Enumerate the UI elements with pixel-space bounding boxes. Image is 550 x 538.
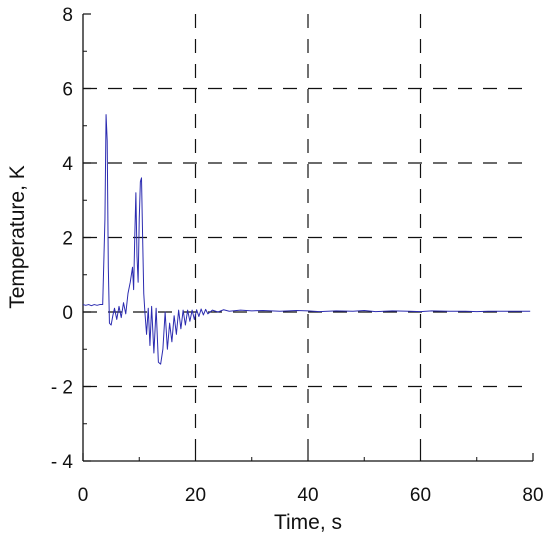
x-tick-label: 20 bbox=[185, 485, 206, 506]
y-tick-label: 6 bbox=[62, 80, 73, 101]
y-tick-label: 4 bbox=[62, 154, 73, 175]
x-tick-label: 0 bbox=[78, 485, 89, 506]
y-axis-title: Temperature, K bbox=[6, 165, 29, 309]
x-tick-label: 60 bbox=[410, 485, 431, 506]
series-line-1 bbox=[82, 114, 531, 365]
x-tick-label: 40 bbox=[297, 485, 318, 506]
x-axis-title: Time, s bbox=[274, 511, 342, 534]
y-tick-label: 2 bbox=[62, 229, 73, 250]
grid bbox=[83, 14, 533, 461]
x-tick-label: 80 bbox=[522, 485, 543, 506]
series-layer bbox=[82, 114, 531, 365]
y-tick-label: 8 bbox=[62, 5, 73, 26]
y-tick-label: - 4 bbox=[51, 452, 74, 473]
ticks bbox=[82, 13, 534, 462]
y-tick-label: - 2 bbox=[51, 378, 73, 399]
y-tick-label: 0 bbox=[62, 303, 73, 324]
